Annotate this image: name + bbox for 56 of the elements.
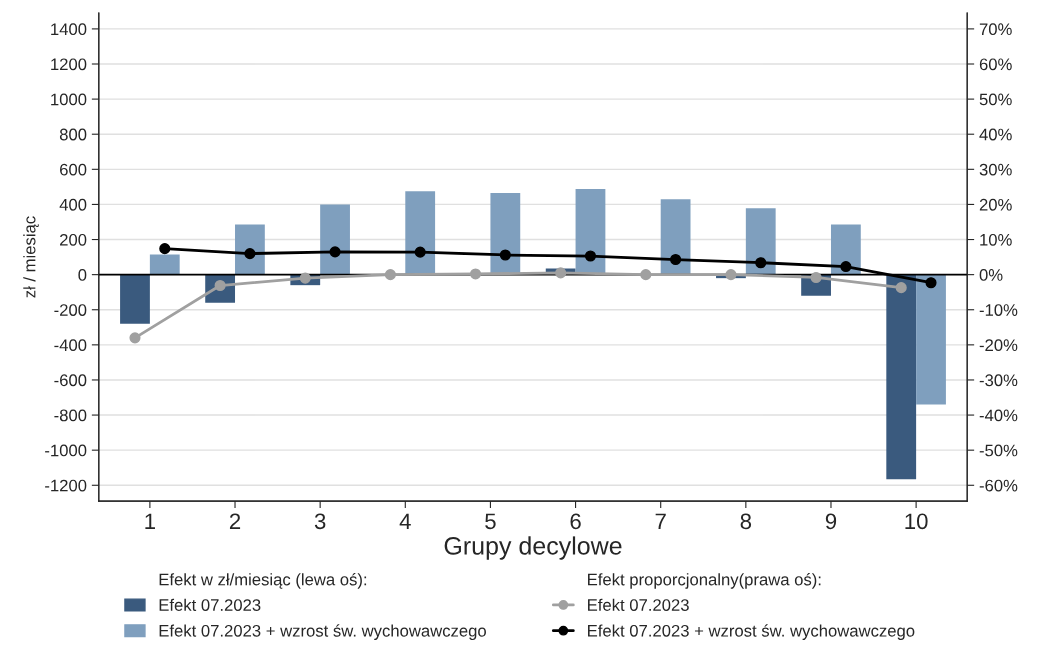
y2-tick-label: 40% xyxy=(979,128,1012,141)
bar xyxy=(490,193,521,275)
legend-label: Efekt 07.2023 + wzrost św. wychowawczego xyxy=(588,624,915,640)
y2-tick-label: 50% xyxy=(979,93,1012,106)
y2-tick-label: 0% xyxy=(979,269,1003,281)
legend-label: Efekt 07.2023 xyxy=(588,598,689,611)
y-tick-label: -600 xyxy=(54,374,87,387)
y-tick-label: -400 xyxy=(54,339,87,352)
x-axis-title: Grupy decylowe xyxy=(444,536,622,560)
y-tick-label: 600 xyxy=(60,163,87,176)
y2-tick-label: -10% xyxy=(979,304,1018,316)
bar xyxy=(886,274,917,480)
y-tick-label: -200 xyxy=(54,304,87,316)
x-tick-label: 2 xyxy=(229,513,241,529)
x-tick-label: 6 xyxy=(570,513,581,530)
legend-label: Efekt 07.2023 + wzrost św. wychowawczego xyxy=(159,624,486,640)
y2-tick-label: -30% xyxy=(979,374,1018,387)
y-tick-label: 400 xyxy=(59,198,87,211)
y2-tick-label: 30% xyxy=(979,163,1012,176)
y2-tick-label: 60% xyxy=(979,58,1012,71)
legend-label: Efekt 07.2023 xyxy=(159,598,261,611)
bar xyxy=(320,204,350,275)
bar xyxy=(745,208,776,275)
y-tick-label: 1000 xyxy=(51,93,87,106)
y-tick-label: -1200 xyxy=(45,479,87,492)
y-tick-label: 800 xyxy=(59,128,87,141)
y-tick-label: 1200 xyxy=(51,58,87,71)
bar xyxy=(660,199,691,275)
x-tick-label: 7 xyxy=(655,513,666,529)
y2-tick-label: -60% xyxy=(979,479,1018,492)
y-axis-title: zł / miesiąc xyxy=(23,216,39,298)
y2-tick-label: 10% xyxy=(980,233,1012,246)
bar xyxy=(120,274,150,324)
y2-tick-label: -50% xyxy=(979,444,1018,457)
text: Efekt w zł/miesiąc (lewa oś): xyxy=(159,572,367,589)
y-tick-label: -1000 xyxy=(45,444,87,457)
x-tick-label: 5 xyxy=(485,513,496,530)
y-tick-label: -800 xyxy=(54,409,87,422)
y2-tick-label: 20% xyxy=(979,198,1012,211)
x-tick-label: 8 xyxy=(740,513,752,530)
x-tick-label: 10 xyxy=(905,513,928,530)
x-tick-label: 4 xyxy=(399,513,411,529)
bar xyxy=(149,254,180,275)
bar xyxy=(405,191,436,275)
y-tick-label: 1400 xyxy=(51,23,87,36)
bar xyxy=(916,274,946,405)
y2-tick-label: -20% xyxy=(979,339,1018,352)
text: Efekt proporcjonalny(prawa oś): xyxy=(588,572,821,589)
x-tick-label: 3 xyxy=(314,513,326,530)
y2-tick-label: 70% xyxy=(979,23,1012,36)
y-tick-label: 200 xyxy=(60,233,87,246)
y2-tick-label: -40% xyxy=(979,409,1018,422)
bar xyxy=(575,188,606,275)
x-tick-label: 1 xyxy=(145,513,155,529)
x-tick-label: 9 xyxy=(825,513,837,530)
y-tick-label: 0 xyxy=(78,269,87,281)
